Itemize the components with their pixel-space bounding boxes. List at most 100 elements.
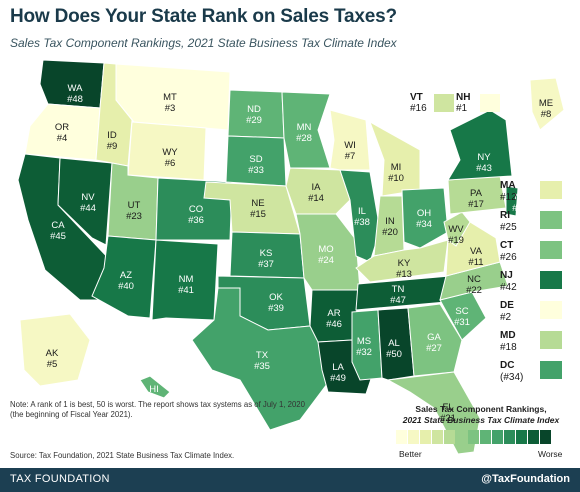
state-rank-mt: #3 xyxy=(165,103,176,114)
state-rank-wy: #6 xyxy=(165,158,176,169)
side-box-label-nj: NJ #42 xyxy=(500,270,538,294)
state-rank-ks: #37 xyxy=(258,259,274,270)
state-shapes xyxy=(17,59,565,455)
state-rank-al: #50 xyxy=(386,349,402,360)
state-rank-mn: #28 xyxy=(296,133,312,144)
state-wv xyxy=(443,211,471,247)
note-text: Note: A rank of 1 is best, 50 is worst. … xyxy=(10,400,305,419)
side-rank-ri: #25 xyxy=(500,222,517,233)
state-rank-co: #36 xyxy=(188,215,204,226)
state-label-tx: TX xyxy=(256,350,269,361)
state-rank-wv: #19 xyxy=(448,235,464,246)
state-label-nm: NM xyxy=(179,274,194,285)
top-swatch-nh xyxy=(480,94,500,112)
state-label-mo: MO xyxy=(318,244,333,255)
state-rank-nj: #42 xyxy=(512,203,528,214)
top-box-label-vt: VT #16 xyxy=(410,92,427,114)
state-oh xyxy=(401,187,449,249)
top-state-nh: NH xyxy=(456,92,471,103)
state-rank-nd: #29 xyxy=(246,115,262,126)
side-state-dc: DC xyxy=(500,360,515,371)
state-label-sd: SD xyxy=(249,154,262,165)
legend-swatch xyxy=(408,430,419,444)
side-box-ct: CT #26 xyxy=(500,240,570,264)
state-label-co: CO xyxy=(189,204,203,215)
legend-swatch xyxy=(444,430,455,444)
footer-bar: TAX FOUNDATION @TaxFoundation xyxy=(0,468,580,492)
state-rank-nc: #22 xyxy=(466,285,482,296)
side-state-ma: MA xyxy=(500,180,516,191)
side-box-ri: RI #25 xyxy=(500,210,570,234)
side-box-ma: MA #12 xyxy=(500,180,570,204)
state-tx xyxy=(191,287,331,431)
side-rank-nj: #42 xyxy=(500,282,517,293)
state-label-il: IL xyxy=(358,206,366,217)
side-box-label-ri: RI #25 xyxy=(500,210,538,234)
state-rank-va: #11 xyxy=(468,257,483,268)
state-label-ga: GA xyxy=(427,332,441,343)
side-swatch-ct xyxy=(540,241,562,259)
footer-brand: TAX FOUNDATION xyxy=(10,473,110,485)
side-state-de: DE xyxy=(500,300,514,311)
state-label-nc: NC xyxy=(467,274,481,285)
state-rank-id: #9 xyxy=(107,141,118,152)
side-box-label-md: MD #18 xyxy=(500,330,538,354)
state-me xyxy=(529,77,565,131)
side-box-de: DE #2 xyxy=(500,300,570,324)
legend-title-line1: Sales Tax Component Rankings, xyxy=(415,404,547,414)
map-subtitle: Sales Tax Component Rankings, 2021 State… xyxy=(10,36,397,50)
state-rank-in: #20 xyxy=(382,227,398,238)
side-box-md: MD #18 xyxy=(500,330,570,354)
state-label-nv: NV xyxy=(81,192,95,203)
side-box-label-ma: MA #12 xyxy=(500,180,538,204)
legend-swatch xyxy=(420,430,431,444)
state-label-fl: FL xyxy=(442,402,453,413)
state-label-tn: TN xyxy=(392,284,405,295)
us-state-map: WA#48OR#4CA#45NV#44ID#9MT#3WY#6UT#23AZ#4… xyxy=(17,59,565,455)
side-rank-de: #2 xyxy=(500,312,512,323)
side-box-label-de: DE #2 xyxy=(500,300,538,324)
state-label-ks: KS xyxy=(260,248,273,259)
state-rank-tx: #35 xyxy=(254,361,270,372)
state-label-in: IN xyxy=(385,216,395,227)
state-label-wv: WV xyxy=(448,224,464,235)
state-nj xyxy=(505,185,519,217)
legend-better-label: Better xyxy=(399,449,422,459)
state-rank-or: #4 xyxy=(57,133,68,144)
map-title: How Does Your State Rank on Sales Taxes? xyxy=(10,6,397,27)
state-ky xyxy=(355,239,449,283)
legend-swatch xyxy=(504,430,515,444)
top-box-nh: NH #1 xyxy=(456,92,502,116)
state-label-mt: MT xyxy=(163,92,177,103)
side-state-ct: CT xyxy=(500,240,514,251)
state-rank-ut: #23 xyxy=(126,211,142,222)
state-rank-wa: #48 xyxy=(67,94,83,105)
state-rank-me: #8 xyxy=(541,109,552,120)
top-box-vt: VT #16 xyxy=(410,92,456,116)
state-rank-ar: #46 xyxy=(326,319,342,330)
side-swatch-md xyxy=(540,331,562,349)
state-nm xyxy=(151,239,219,321)
state-nv xyxy=(57,157,113,246)
state-label-wy: WY xyxy=(162,147,178,158)
state-rank-sc: #31 xyxy=(454,317,470,328)
state-rank-mi: #10 xyxy=(388,173,404,184)
state-rank-az: #40 xyxy=(118,281,134,292)
state-labels: WA#48OR#4CA#45NV#44ID#9MT#3WY#6UT#23AZ#4… xyxy=(46,83,553,424)
side-box-nj: NJ #42 xyxy=(500,270,570,294)
state-hi xyxy=(139,375,171,399)
legend-swatch xyxy=(492,430,503,444)
state-rank-fl: #21 xyxy=(440,413,456,424)
top-swatch-vt xyxy=(434,94,454,112)
state-rank-ne: #15 xyxy=(250,209,266,220)
legend-swatch xyxy=(396,430,407,444)
state-label-id: ID xyxy=(107,130,117,141)
side-swatch-nj xyxy=(540,271,562,289)
state-rank-il: #38 xyxy=(354,217,370,228)
side-rank-md: #18 xyxy=(500,342,517,353)
source-text: Source: Tax Foundation, 2021 State Busin… xyxy=(10,451,235,460)
state-rank-ga: #27 xyxy=(426,343,442,354)
legend-swatch xyxy=(456,430,467,444)
footer-twitter-handle[interactable]: @TaxFoundation xyxy=(481,473,570,485)
state-label-oh: OH xyxy=(417,208,431,219)
